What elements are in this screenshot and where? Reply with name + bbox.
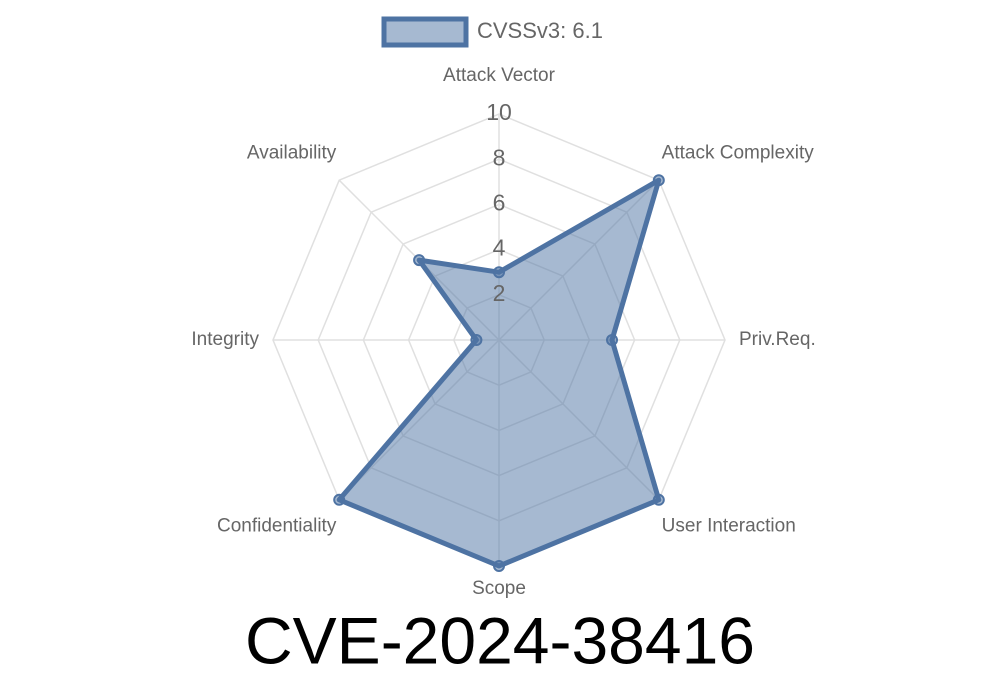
data-point [413, 254, 426, 267]
data-point [652, 493, 665, 506]
r-tick-label: 6 [493, 189, 506, 215]
legend-swatch [381, 16, 469, 48]
axis-label: User Interaction [662, 516, 796, 537]
axis-label: Scope [472, 578, 526, 599]
legend-label: CVSSv3: 6.1 [477, 18, 603, 43]
axis-label: Priv.Req. [739, 329, 816, 350]
data-point [606, 334, 618, 346]
r-tick-label: 10 [486, 99, 512, 125]
axis-label: Availability [247, 142, 337, 163]
data-point [652, 174, 665, 187]
r-tick-label: 8 [493, 144, 506, 170]
axis-label: Attack Vector [443, 65, 556, 86]
chart-title: CVE-2024-38416 [245, 603, 755, 677]
data-point [493, 560, 505, 572]
r-tick-label: 4 [493, 235, 506, 261]
data-point [470, 334, 483, 346]
data-point [493, 266, 505, 279]
axis-label: Confidentiality [217, 516, 337, 537]
r-tick-label: 2 [493, 280, 506, 306]
axis-label: Attack Complexity [662, 142, 815, 163]
axis-label: Integrity [191, 329, 259, 350]
data-point [333, 493, 346, 506]
